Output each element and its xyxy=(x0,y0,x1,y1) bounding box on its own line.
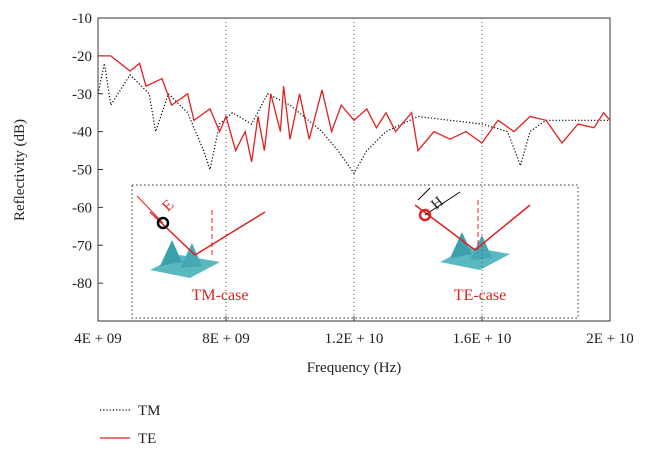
series-line xyxy=(97,63,610,175)
legend-label: TM xyxy=(138,403,161,419)
x-axis-label: Frequency (Hz) xyxy=(307,360,402,376)
annotation: E xyxy=(160,197,178,215)
y-tick-label: -10 xyxy=(72,11,92,27)
y-tick-label: -50 xyxy=(72,163,92,179)
reflected-ray xyxy=(474,204,531,251)
x-tick-label: 1.6E + 10 xyxy=(453,331,512,347)
plot-frame xyxy=(97,17,611,322)
incident-ray xyxy=(414,204,476,251)
x-tick-label: 8E + 09 xyxy=(202,331,250,347)
field-vector xyxy=(417,187,431,201)
inset-frame xyxy=(131,184,579,319)
reflected-ray xyxy=(194,211,266,256)
x-tick-label: 2E + 10 xyxy=(586,331,634,347)
absorber xyxy=(450,232,472,258)
incident-ray xyxy=(149,211,196,256)
y-tick-label: -20 xyxy=(72,49,92,65)
absorber xyxy=(180,243,202,268)
y-tick-label: -30 xyxy=(72,87,92,103)
annotation: TM-case xyxy=(192,287,249,304)
y-tick-label: -60 xyxy=(72,200,92,216)
field-marker xyxy=(418,208,432,222)
y-tick-label: -40 xyxy=(72,125,92,141)
absorber xyxy=(160,240,182,266)
absorber xyxy=(470,235,492,260)
x-tick-label: 1.2E + 10 xyxy=(325,331,384,347)
field-marker xyxy=(156,216,170,230)
y-tick-label: -80 xyxy=(72,276,92,292)
x-tick-label: 4E + 09 xyxy=(74,331,122,347)
annotation: TE-case xyxy=(454,287,506,304)
y-tick-label: -70 xyxy=(72,238,92,254)
legend-label: TE xyxy=(138,431,156,447)
y-axis-label: Reflectivity (dB) xyxy=(12,119,28,221)
field-vector xyxy=(424,191,461,216)
annotation: H xyxy=(428,194,447,213)
series-line xyxy=(98,55,611,163)
inset: E TM-case H TE-case xyxy=(131,184,579,319)
